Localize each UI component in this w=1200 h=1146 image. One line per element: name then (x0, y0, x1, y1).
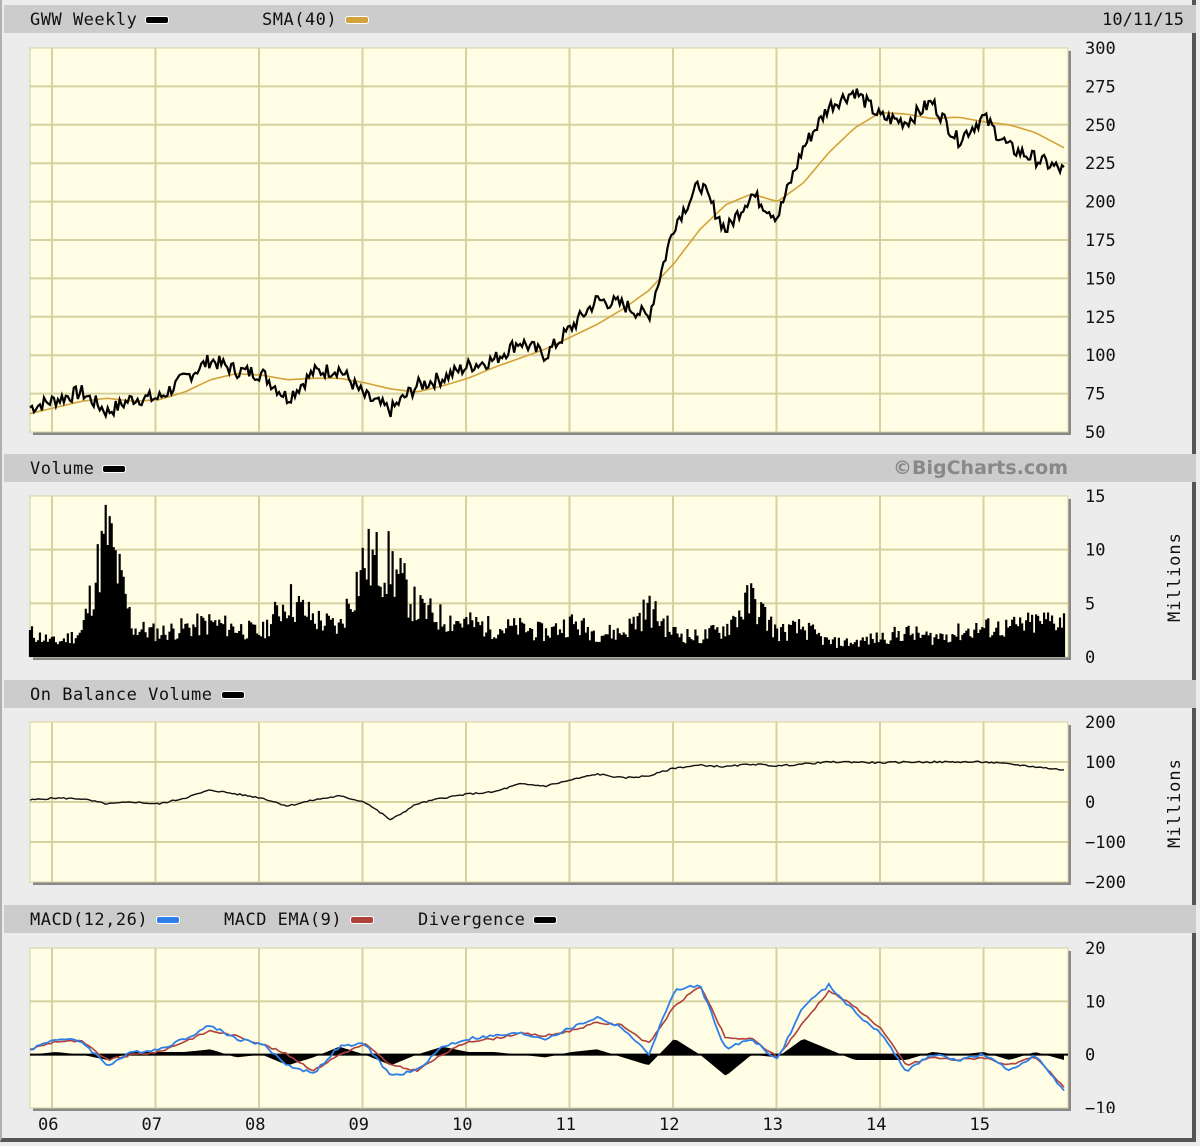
sma-swatch-icon (345, 16, 370, 24)
macd-ema-line (29, 986, 1065, 1088)
x-tick-label: 08 (245, 1115, 266, 1135)
y-tick-label: 50 (1085, 423, 1105, 443)
y-tick-label: 300 (1085, 39, 1116, 59)
macd-ema-swatch-icon (350, 916, 375, 924)
obv-units-label: Millions (1165, 758, 1185, 848)
y-tick-label: 75 (1085, 385, 1105, 405)
macd-legend: MACD(12,26) (30, 910, 181, 930)
y-tick-label: −100 (1085, 833, 1126, 853)
price-panel-header: GWW Weekly SMA(40) 10/11/15 (4, 5, 1196, 33)
x-tick-label: 12 (659, 1115, 680, 1135)
y-tick-label: 15 (1085, 487, 1105, 507)
price-legend: GWW Weekly (30, 10, 170, 30)
x-tick-label: 09 (348, 1115, 369, 1135)
y-tick-label: 125 (1085, 308, 1116, 328)
divergence-area (30, 1039, 1064, 1076)
obv-label: On Balance Volume (30, 685, 213, 705)
x-tick-label: 13 (762, 1115, 783, 1135)
y-tick-label: 250 (1085, 116, 1116, 136)
obv-line (29, 760, 1065, 821)
macd-line (29, 982, 1065, 1092)
y-tick-label: 150 (1085, 269, 1116, 289)
x-tick-label: 07 (141, 1115, 162, 1135)
y-tick-label: −200 (1085, 873, 1126, 893)
macd-ema-legend: MACD EMA(9) (224, 910, 375, 930)
volume-panel-header: Volume ©BigCharts.com (4, 454, 1196, 482)
y-tick-label: 0 (1085, 1046, 1095, 1066)
y-tick-label: 10 (1085, 992, 1105, 1012)
y-tick-label: 0 (1085, 793, 1095, 813)
chart-date: 10/11/15 (1102, 10, 1184, 30)
y-tick-label: 0 (1085, 648, 1095, 668)
macd-plot-area (29, 947, 1069, 1109)
macd-chart: 20 10 0 −10 (29, 939, 1116, 1113)
y-tick-label: 5 (1085, 594, 1095, 614)
divergence-legend: Divergence (418, 910, 558, 930)
sma-label: SMA(40) (262, 10, 338, 30)
y-tick-label: 200 (1085, 193, 1116, 213)
y-tick-label: 20 (1085, 939, 1105, 959)
macd-swatch-icon (156, 916, 181, 924)
x-tick-label: 14 (866, 1115, 887, 1135)
y-tick-label: −10 (1085, 1099, 1116, 1113)
obv-panel-header: On Balance Volume (4, 680, 1196, 708)
price-chart: 300 275 250 225 200 175 150 125 100 75 50 (29, 39, 1116, 443)
macd-panel-header: MACD(12,26) MACD EMA(9) Divergence (4, 905, 1196, 933)
brand-watermark: ©BigCharts.com (893, 457, 1068, 479)
y-tick-label: 100 (1085, 753, 1116, 773)
price-swatch-icon (145, 16, 170, 24)
macd-label: MACD(12,26) (30, 910, 149, 930)
x-tick-label: 11 (555, 1115, 576, 1135)
volume-units-label: Millions (1165, 532, 1185, 622)
y-tick-label: 175 (1085, 231, 1116, 251)
divergence-label: Divergence (418, 910, 526, 930)
y-tick-label: 200 (1085, 713, 1116, 733)
x-tick-label: 15 (969, 1115, 990, 1135)
volume-legend: Volume (30, 459, 127, 479)
sma-legend: SMA(40) (262, 10, 370, 30)
macd-ema-label: MACD EMA(9) (224, 910, 343, 930)
y-tick-label: 100 (1085, 346, 1116, 366)
volume-bars (28, 504, 1066, 657)
volume-label: Volume (30, 459, 95, 479)
sma-line (29, 111, 1065, 415)
y-tick-label: 10 (1085, 541, 1105, 561)
volume-chart: 15 10 5 0 (28, 487, 1105, 668)
x-tick-label: 06 (38, 1115, 59, 1135)
obv-chart: 200 100 0 −100 −200 (29, 713, 1126, 893)
y-tick-label: 225 (1085, 154, 1116, 174)
obv-legend: On Balance Volume (30, 685, 245, 705)
divergence-swatch-icon (533, 916, 558, 924)
x-tick-label: 10 (452, 1115, 473, 1135)
symbol-label: GWW Weekly (30, 10, 138, 30)
y-tick-label: 275 (1085, 77, 1116, 97)
volume-swatch-icon (102, 465, 127, 473)
obv-swatch-icon (220, 691, 245, 699)
price-line (29, 88, 1065, 420)
